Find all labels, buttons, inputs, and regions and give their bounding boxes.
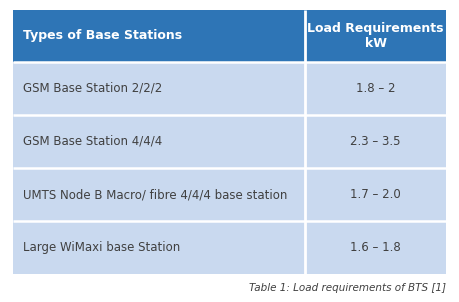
- Text: GSM Base Station 4/4/4: GSM Base Station 4/4/4: [23, 135, 162, 148]
- Text: 2.3 – 3.5: 2.3 – 3.5: [350, 135, 401, 148]
- Bar: [13, 221, 305, 274]
- Bar: [13, 62, 305, 115]
- Text: 1.6 – 1.8: 1.6 – 1.8: [350, 241, 401, 254]
- Text: GSM Base Station 2/2/2: GSM Base Station 2/2/2: [23, 82, 162, 95]
- Bar: [305, 168, 446, 221]
- Bar: [305, 62, 446, 115]
- Text: 1.8 – 2: 1.8 – 2: [356, 82, 395, 95]
- Bar: [305, 221, 446, 274]
- Bar: [305, 10, 446, 62]
- Text: Large WiMaxi base Station: Large WiMaxi base Station: [23, 241, 180, 254]
- Text: UMTS Node B Macro/ fibre 4/4/4 base station: UMTS Node B Macro/ fibre 4/4/4 base stat…: [23, 188, 287, 201]
- Text: Table 1: Load requirements of BTS [1]: Table 1: Load requirements of BTS [1]: [249, 283, 446, 293]
- Bar: [13, 168, 305, 221]
- Bar: [13, 115, 305, 168]
- Bar: [13, 10, 305, 62]
- Text: Types of Base Stations: Types of Base Stations: [23, 30, 182, 43]
- Bar: [305, 115, 446, 168]
- Text: Load Requirements
kW: Load Requirements kW: [308, 22, 444, 50]
- Text: 1.7 – 2.0: 1.7 – 2.0: [350, 188, 401, 201]
